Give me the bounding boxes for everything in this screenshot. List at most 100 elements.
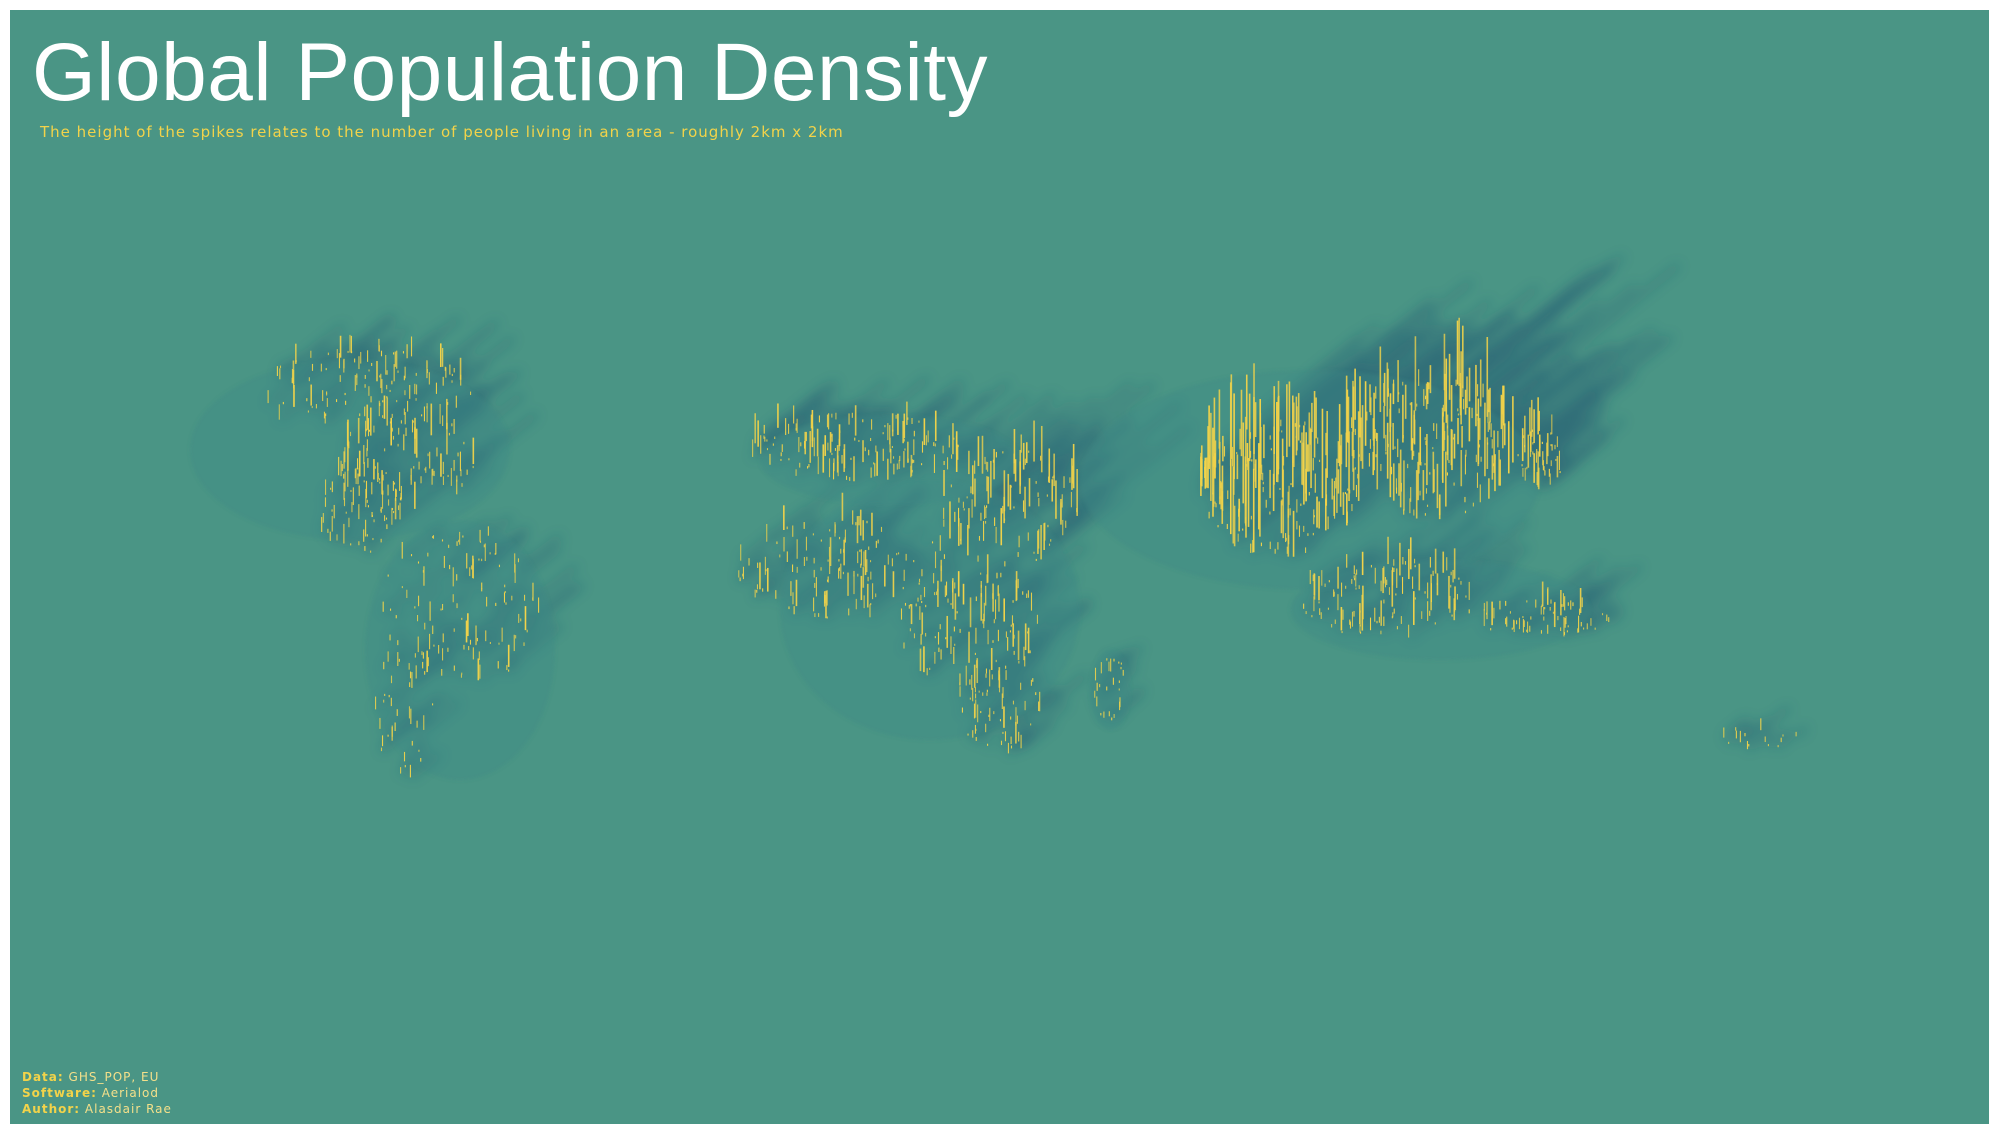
spike-shadow [1459, 333, 1563, 417]
spike-shadow [1429, 338, 1499, 395]
spike-shadow [380, 743, 391, 753]
spike-shadow [786, 523, 795, 531]
credit-software: Software: Aerialod [22, 1085, 172, 1101]
spike-shadow [773, 433, 782, 441]
spike-shadow [739, 573, 750, 583]
spike-shadow [279, 362, 288, 370]
spike-shadow [1010, 728, 1031, 746]
spike-shadow [1590, 610, 1611, 627]
spike-shadow [1533, 377, 1617, 445]
spike-shadow [1607, 611, 1622, 624]
credit-author-key: Author: [22, 1102, 81, 1116]
credit-author: Author: Alasdair Rae [22, 1101, 172, 1117]
spike-shadow [369, 547, 377, 554]
spike-shadow [1528, 380, 1599, 437]
spike-shadow [363, 540, 378, 553]
spike-shadow [1458, 255, 1624, 388]
population-density-map [190, 255, 1808, 780]
credit-data-value: GHS_POP, EU [68, 1070, 160, 1084]
land-mass [190, 360, 510, 540]
land-mass [365, 520, 555, 780]
spike-shadow [426, 363, 439, 375]
spike-shadow [1029, 720, 1037, 727]
spike-shadow [1559, 468, 1566, 475]
spike-shadow [1541, 438, 1549, 446]
spike-shadow [1558, 431, 1608, 472]
spike-shadow [1014, 701, 1069, 745]
spike-shadow [1795, 726, 1808, 738]
population-spikes [267, 317, 1797, 778]
spike-shadow [1550, 395, 1601, 436]
land-mass [1090, 650, 1130, 730]
spike-shadow [1486, 263, 1681, 419]
spike-shadow [1533, 425, 1607, 485]
credit-software-key: Software: [22, 1086, 97, 1100]
spike-shadow [1064, 513, 1084, 530]
spike-shadow [1003, 686, 1057, 730]
spike-shadow [327, 349, 336, 357]
spike-shadow [1594, 624, 1602, 631]
spike-shadow [309, 343, 329, 360]
spike-shadow [1538, 413, 1594, 458]
spike-shadow [778, 550, 788, 559]
spike-shadow [989, 426, 1080, 499]
spike-shadow [378, 326, 410, 353]
spike-shadow [792, 387, 838, 425]
spike-shadow [761, 584, 772, 593]
spike-shadow [1579, 564, 1642, 615]
spike-shadow [1527, 403, 1609, 469]
spike-shadow [1767, 741, 1775, 748]
spike-shadow [851, 407, 866, 419]
spike-shadow [1530, 365, 1622, 438]
spike-shadow [1443, 281, 1581, 392]
spike-shadow [1542, 450, 1569, 472]
spike-shadow [349, 317, 394, 354]
spike-shadow [439, 320, 499, 369]
spike-shadow [1020, 721, 1055, 750]
spike-shadow [1010, 482, 1018, 489]
spike-shadow [380, 344, 396, 358]
spike-shadow [763, 415, 787, 435]
spike-shadow [1479, 315, 1595, 408]
spike-shadow [1537, 362, 1629, 436]
spike-shadow [451, 370, 459, 378]
spike-shadow [755, 586, 765, 594]
credit-software-value: Aerialod [101, 1086, 160, 1100]
map-title: Global Population Density [32, 27, 989, 118]
spike-shadow [1746, 732, 1769, 751]
credit-data-key: Data: [22, 1070, 64, 1084]
spike-shadow [754, 385, 829, 445]
land-mass [1080, 370, 1540, 590]
credit-data: Data: GHS_POP, EU [22, 1069, 172, 1085]
spike-shadow [1009, 461, 1072, 511]
spike-shadow [394, 336, 433, 369]
spike-shadow [1019, 478, 1029, 488]
spike-shadow [1577, 599, 1620, 634]
spike-shadow [1536, 459, 1570, 487]
spike-shadow [399, 760, 417, 775]
spike-shadow [975, 732, 987, 743]
spike-shadow [1013, 434, 1064, 475]
spike-shadow [395, 333, 441, 370]
spike-shadow [1020, 416, 1066, 454]
spike-shadow [1734, 722, 1745, 732]
spike-shadow [1744, 728, 1754, 738]
land-mass [780, 480, 1080, 740]
spike-shadow [1019, 431, 1099, 496]
spike-shadow [1038, 673, 1088, 713]
spike-shadow [803, 514, 822, 531]
spike-shadow [776, 380, 838, 429]
spike-shadow [459, 336, 515, 381]
spike-shadow [1004, 721, 1031, 743]
spike-shadow [1605, 607, 1624, 623]
credit-author-value: Alasdair Rae [84, 1102, 172, 1116]
spike-shadow [349, 540, 357, 547]
spike-shadow [404, 761, 412, 769]
spike-shadow [1782, 731, 1790, 738]
map-frame: Global Population Density The height of … [10, 10, 1989, 1124]
spike-shadow [1047, 521, 1055, 529]
spike-shadow [1759, 706, 1791, 732]
spike-shadow [359, 340, 390, 365]
spike-shadow [1040, 383, 1154, 474]
spike-shadow [294, 324, 346, 366]
